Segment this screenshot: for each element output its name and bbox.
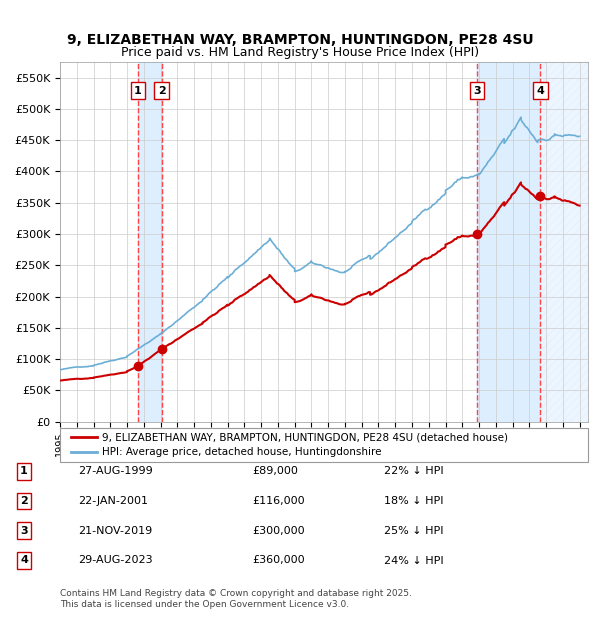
Text: 22% ↓ HPI: 22% ↓ HPI [384,466,443,476]
Text: £300,000: £300,000 [252,526,305,536]
Text: Price paid vs. HM Land Registry's House Price Index (HPI): Price paid vs. HM Land Registry's House … [121,46,479,59]
Text: 27-AUG-1999: 27-AUG-1999 [78,466,153,476]
Bar [477,62,541,422]
Text: 24% ↓ HPI: 24% ↓ HPI [384,556,443,565]
Text: 18% ↓ HPI: 18% ↓ HPI [384,496,443,506]
Text: Contains HM Land Registry data © Crown copyright and database right 2025.
This d: Contains HM Land Registry data © Crown c… [60,590,412,609]
Text: 4: 4 [536,86,544,95]
FancyBboxPatch shape [60,428,588,462]
Text: 2: 2 [158,86,166,95]
Text: 9, ELIZABETHAN WAY, BRAMPTON, HUNTINGDON, PE28 4SU (detached house): 9, ELIZABETHAN WAY, BRAMPTON, HUNTINGDON… [102,432,508,442]
Text: 3: 3 [20,526,28,536]
Text: 3: 3 [473,86,481,95]
Text: £89,000: £89,000 [252,466,298,476]
Text: 9, ELIZABETHAN WAY, BRAMPTON, HUNTINGDON, PE28 4SU: 9, ELIZABETHAN WAY, BRAMPTON, HUNTINGDON… [67,33,533,47]
Bar [138,62,161,422]
Text: 1: 1 [134,86,142,95]
Text: 21-NOV-2019: 21-NOV-2019 [78,526,152,536]
Text: £360,000: £360,000 [252,556,305,565]
Text: 25% ↓ HPI: 25% ↓ HPI [384,526,443,536]
Text: £116,000: £116,000 [252,496,305,506]
Text: 22-JAN-2001: 22-JAN-2001 [78,496,148,506]
Text: 29-AUG-2023: 29-AUG-2023 [78,556,152,565]
Bar [541,62,588,422]
Text: 4: 4 [20,556,28,565]
Text: 2: 2 [20,496,28,506]
Text: HPI: Average price, detached house, Huntingdonshire: HPI: Average price, detached house, Hunt… [102,448,382,458]
Text: 1: 1 [20,466,28,476]
